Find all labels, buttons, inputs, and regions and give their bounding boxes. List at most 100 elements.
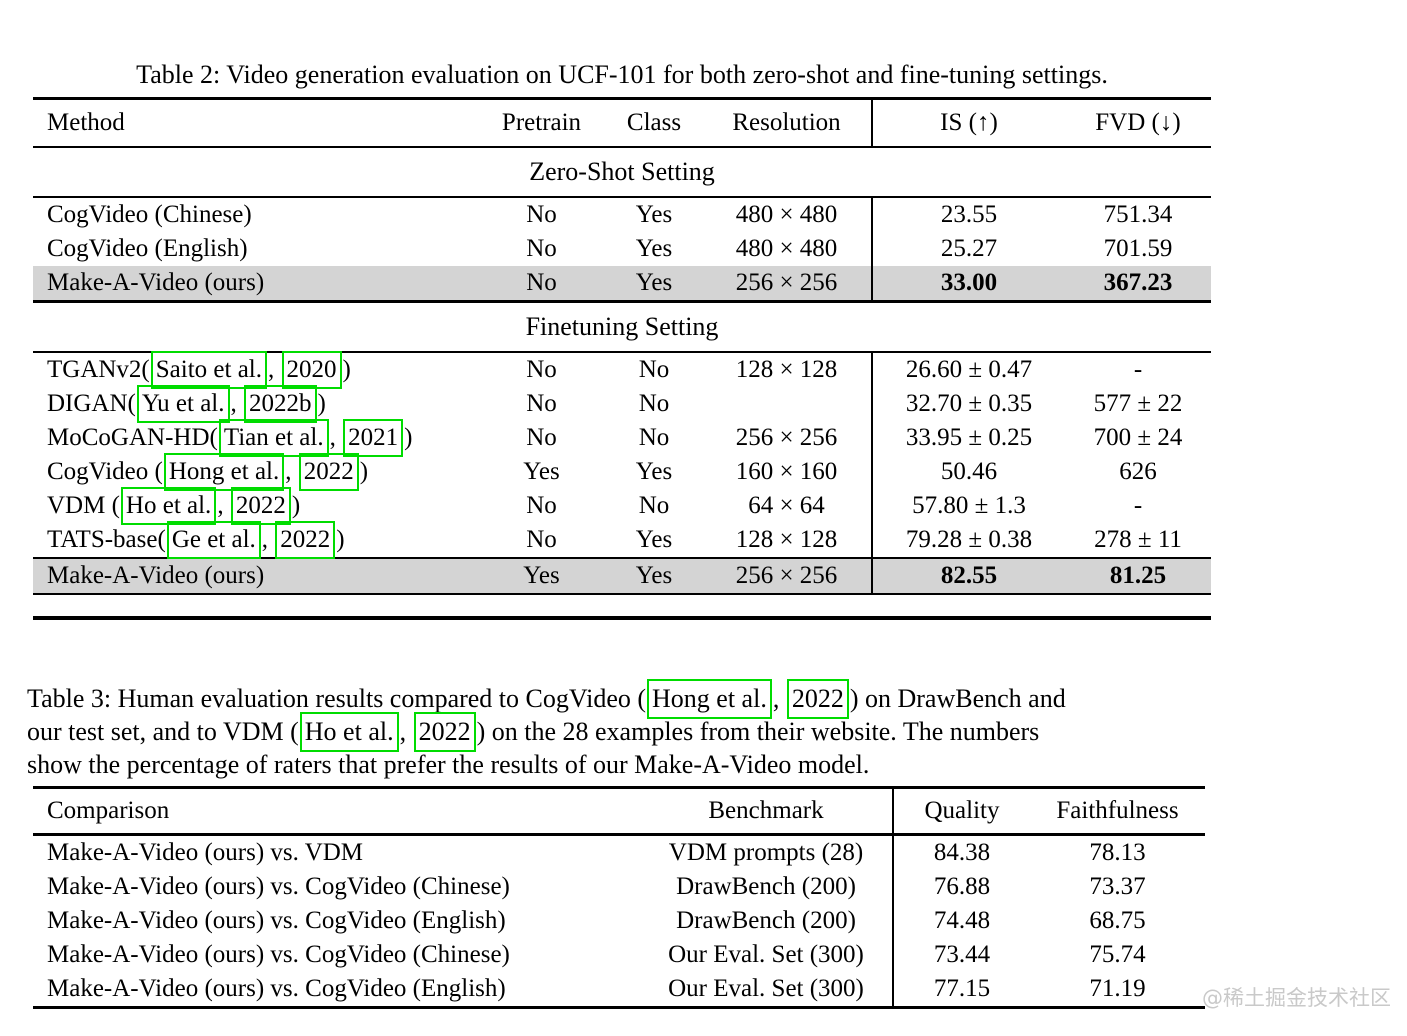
method-text: ) [359, 458, 369, 485]
method-text: ) [342, 356, 351, 383]
cell-comparison: Make-A-Video (ours) vs. CogVideo (Englis… [47, 907, 506, 934]
citation-link[interactable]: 2022 [786, 679, 849, 719]
method-text: TGANv2( [47, 356, 150, 383]
cell-benchmark: Our Eval. Set (300) [668, 975, 864, 1002]
citation-link[interactable]: 2020 [281, 351, 342, 389]
cell-pretrain: Yes [477, 558, 606, 594]
table-row: Make-A-Video (ours) vs. VDM VDM prompts … [33, 834, 1205, 870]
citation-link[interactable]: Hong et al. [647, 679, 772, 719]
cell-resolution [702, 387, 872, 421]
cell-is: 32.70 ± 0.35 [871, 387, 1065, 421]
cell-quality: 73.44 [892, 938, 1030, 972]
caption-text: show the percentage of raters that prefe… [27, 750, 870, 779]
cell-resolution: 128 × 128 [735, 356, 838, 383]
cell-pretrain: No [526, 201, 557, 228]
cell-class: Yes [606, 523, 702, 559]
method-text: CogVideo ( [47, 458, 163, 485]
method-text: VDM ( [47, 492, 120, 519]
watermark: @稀土掘金技术社区 [1202, 986, 1391, 1010]
citation-link[interactable]: Ho et al. [299, 712, 399, 752]
cell-quality: 84.38 [892, 834, 1030, 870]
citation-link[interactable]: 2022b [244, 385, 317, 423]
method-text: MoCoGAN-HD( [47, 424, 218, 451]
cell-quality: 74.48 [892, 904, 1030, 938]
citation-link[interactable]: 2022 [298, 453, 359, 491]
method-text: , [285, 458, 298, 485]
citation-link[interactable]: Ho et al. [120, 487, 217, 525]
cell-class: Yes [635, 458, 673, 485]
section-finetuning: Finetuning Setting [33, 301, 1211, 353]
table3-header-faithfulness: Faithfulness [1030, 787, 1205, 836]
cell-is: 25.27 [871, 232, 1065, 266]
table-row: Make-A-Video (ours) vs. CogVideo (Englis… [33, 972, 1205, 1008]
citation-link[interactable]: 2022 [413, 712, 476, 752]
cell-resolution: 480 × 480 [735, 235, 838, 262]
table-row: CogVideo (Chinese) No Yes 480 × 480 23.5… [33, 197, 1211, 232]
citation-link[interactable]: 2021 [343, 419, 404, 457]
method-text: , [329, 424, 343, 451]
citation-link[interactable]: Tian et al. [218, 419, 329, 457]
cell-fvd: 626 [1119, 458, 1157, 485]
cell-class: No [638, 424, 670, 451]
caption-text: , [399, 717, 413, 746]
cell-method: CogVideo (English) [47, 235, 248, 262]
cell-is: 57.80 ± 1.3 [871, 489, 1065, 523]
cell-is: 23.55 [871, 197, 1065, 232]
citation-link[interactable]: Yu et al. [136, 385, 230, 423]
table3-header-quality: Quality [892, 787, 1030, 836]
cell-resolution: 256 × 256 [702, 266, 872, 303]
table3-caption: Table 3: Human evaluation results compar… [27, 679, 1217, 781]
ucf101-evaluation-table: Method Pretrain Class Resolution IS (↑) … [33, 97, 1211, 595]
cell-comparison: Make-A-Video (ours) vs. CogVideo (Chines… [47, 873, 510, 900]
cell-fvd: - [1133, 356, 1143, 383]
method-text: ) [336, 526, 345, 553]
citation-link[interactable]: 2022 [230, 487, 291, 525]
cell-pretrain: No [526, 424, 557, 451]
cell-class: Yes [606, 266, 702, 303]
cell-fvd: 751.34 [1103, 201, 1173, 228]
cell-method: CogVideo (Chinese) [47, 201, 252, 228]
cell-class: Yes [635, 201, 673, 228]
caption-text: Table 3: Human evaluation results compar… [27, 684, 647, 713]
cell-method: DIGAN(Yu et al., 2022b) [33, 385, 477, 423]
cell-comparison: Make-A-Video (ours) vs. CogVideo (Chines… [47, 941, 510, 968]
method-text: , [217, 492, 230, 519]
cell-is: 33.00 [871, 266, 1065, 303]
cell-faithfulness: 75.74 [1089, 941, 1146, 968]
cell-method: TGANv2(Saito et al., 2020) [33, 351, 477, 389]
citation-link[interactable]: Ge et al. [166, 521, 261, 559]
cell-resolution: 160 × 160 [735, 458, 838, 485]
cell-is: 26.60 ± 0.47 [871, 352, 1065, 387]
citation-link[interactable]: Hong et al. [163, 453, 285, 491]
table-row: MoCoGAN-HD(Tian et al., 2021) No No 256 … [33, 419, 1211, 457]
cell-fvd: 367.23 [1065, 266, 1211, 303]
cell-faithfulness: 78.13 [1089, 839, 1146, 866]
table3-header-benchmark: Benchmark [640, 787, 893, 836]
cell-method: Make-A-Video (ours) [33, 266, 477, 303]
method-text: , [268, 356, 281, 383]
cell-method: Make-A-Video (ours) [33, 558, 477, 594]
citation-link[interactable]: 2022 [275, 521, 336, 559]
cell-pretrain: No [477, 523, 606, 559]
table-row-ours-finetuning: Make-A-Video (ours) Yes Yes 256 × 256 82… [33, 558, 1211, 594]
cell-is: 33.95 ± 0.25 [871, 421, 1065, 455]
table2-header-row: Method Pretrain Class Resolution IS (↑) … [33, 98, 1211, 148]
table-row: TGANv2(Saito et al., 2020) No No 128 × 1… [33, 351, 1211, 389]
cell-resolution: 256 × 256 [735, 424, 838, 451]
method-text: ) [317, 390, 326, 417]
cell-resolution: 256 × 256 [702, 558, 872, 594]
cell-is: 82.55 [871, 558, 1065, 594]
table2-header-method: Method [33, 98, 477, 148]
cell-is: 50.46 [871, 455, 1065, 489]
table2-header-pretrain: Pretrain [477, 98, 606, 148]
cell-benchmark: DrawBench (200) [676, 907, 856, 934]
cell-fvd: 278 ± 11 [1065, 523, 1211, 559]
table-row: CogVideo (English) No Yes 480 × 480 25.2… [33, 232, 1211, 266]
cell-method: VDM (Ho et al., 2022) [33, 487, 477, 525]
citation-link[interactable]: Saito et al. [150, 351, 267, 389]
caption-text: , [772, 684, 786, 713]
cell-method: TATS-base(Ge et al., 2022) [33, 521, 477, 559]
cell-is: 79.28 ± 0.38 [871, 523, 1065, 559]
cell-quality: 76.88 [892, 870, 1030, 904]
cell-fvd: 701.59 [1103, 235, 1173, 262]
